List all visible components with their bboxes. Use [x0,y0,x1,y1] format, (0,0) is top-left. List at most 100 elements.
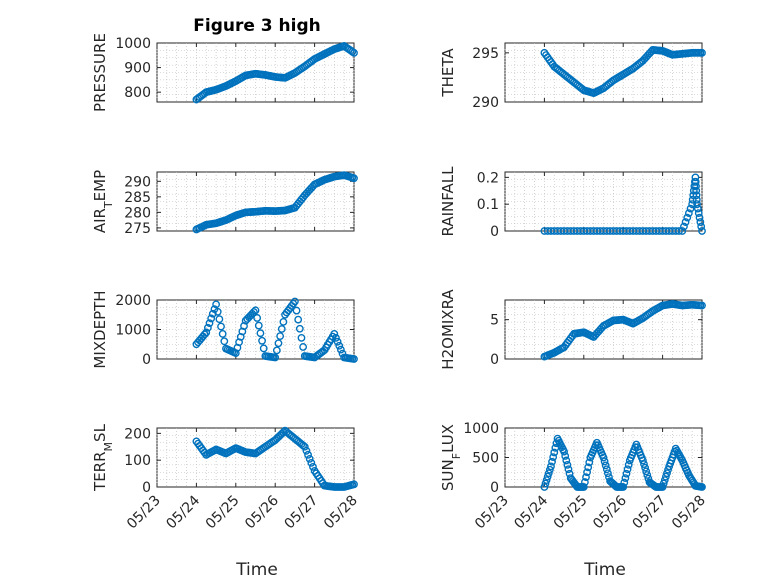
data-point [623,465,632,474]
data-point [549,453,558,462]
x-tick-label: 05/25 [203,493,243,533]
y-axis-label-subscript: M [102,442,115,452]
data-point [560,447,568,456]
data-point [215,315,224,324]
y-tick-label: 500 [472,451,499,467]
x-tick-label: 05/26 [590,492,630,532]
y-tick-label: 0 [142,480,151,496]
y-tick-label: 200 [124,426,151,442]
data-point [542,476,551,485]
y-axis-label: PRESSURE [91,33,109,112]
y-tick-label: 0 [490,352,499,368]
series-pressure [192,42,358,104]
subplot-pressure: 800 900 1000 PRESSURE [91,33,358,112]
data-point [599,453,608,462]
data-point [686,204,695,213]
data-point [697,222,706,231]
series-rainfall [540,173,706,235]
data-point [277,325,286,333]
x-tick-label: 05/26 [242,492,282,532]
y-axis-label-main: PRESSURE [91,33,109,112]
x-tick-label: 05/24 [511,492,551,532]
y-axis-label: THETA [439,48,457,98]
data-point [271,353,280,362]
data-point [300,442,309,451]
y-tick-label: 2000 [115,293,151,309]
y-tick-label: 5 [490,313,499,329]
data-point [305,454,314,463]
data-point [643,471,652,479]
data-point [254,321,263,330]
series-h2omixra [540,300,706,361]
data-point [681,218,690,226]
subplot-rainfall: 0 0.1 0.2 RAINFALL [439,166,706,240]
subplot-h2omixra: 0 5 H2OMIXRA [439,289,706,370]
y-tick-label: 0 [490,224,499,240]
data-point [691,177,700,186]
x-tick-label: 05/28 [669,493,709,533]
data-point [698,483,706,491]
data-point [207,314,216,323]
data-point [350,480,358,489]
data-point [309,462,317,471]
data-point [678,227,687,235]
data-point [256,329,265,338]
y-axis-label-main: THETA [439,48,457,98]
x-tick-label: 05/27 [630,493,670,533]
data-point [258,336,266,345]
y-tick-label: 0 [490,480,499,496]
data-point [619,483,628,491]
data-point [274,339,283,348]
series-air-temp [192,171,358,234]
data-point [603,469,612,478]
data-point [348,47,357,56]
x-tick-label: 05/27 [282,493,322,533]
data-point [692,182,700,191]
data-point [205,319,214,328]
series-sun-flux [540,434,706,491]
data-point [580,478,589,486]
data-point [279,428,288,437]
series-mixdepth [192,297,358,363]
data-point [561,452,570,460]
data-point [600,457,609,466]
data-point [691,173,700,182]
data-point [279,317,288,326]
y-tick-label: 800 [124,85,151,101]
subplot-sun-flux: 0 500 1000 05/23 05/24 05/25 05/26 05/27 05/28 SU… [439,421,709,532]
data-point [624,460,633,469]
data-point [545,465,554,474]
subplot-theta: 290 295 THETA [439,42,706,111]
y-tick-label: 275 [124,221,151,237]
y-axis-label-main: MIXDEPTH [91,290,109,368]
data-point [692,195,701,204]
y-axis-label: H2OMIXRA [439,289,457,370]
y-tick-label: 280 [124,205,151,221]
data-point [582,473,590,482]
data-point [602,465,611,474]
data-point [202,328,211,337]
y-tick-label: 295 [472,46,499,62]
data-point [660,476,669,485]
data-point [658,483,667,491]
data-point [663,469,671,478]
data-point [218,330,227,338]
data-point [661,472,670,481]
data-point [302,446,311,455]
data-point [563,460,572,469]
data-point [579,483,588,491]
data-point [584,463,593,472]
y-axis-label-main: TERR [91,451,109,492]
data-point [304,450,312,459]
data-point [350,174,358,183]
data-point [698,48,706,57]
data-point [688,195,697,204]
y-axis-label-main: AIR [91,208,109,233]
x-tick-label: 05/23 [472,493,512,533]
data-point [680,222,688,231]
data-point [694,209,703,218]
data-point [601,461,610,470]
plot-area [156,427,355,488]
